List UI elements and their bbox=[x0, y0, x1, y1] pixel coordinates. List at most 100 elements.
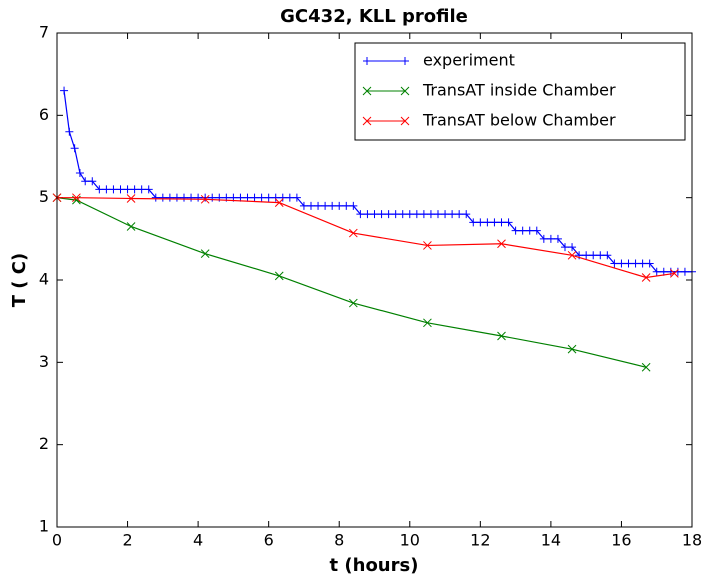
point-marker bbox=[638, 259, 647, 268]
x-tick-label: 14 bbox=[541, 531, 561, 550]
point-marker bbox=[434, 210, 442, 219]
point-marker bbox=[109, 185, 118, 194]
point-marker bbox=[72, 193, 81, 203]
x-tick-label: 6 bbox=[264, 531, 274, 550]
point-marker bbox=[363, 210, 372, 219]
legend-label: TransAT below Chamber bbox=[422, 111, 616, 130]
point-marker bbox=[194, 193, 203, 202]
point-marker bbox=[285, 193, 294, 202]
point-marker bbox=[377, 210, 386, 219]
point-marker bbox=[419, 210, 428, 219]
point-marker bbox=[201, 193, 210, 202]
legend-marker bbox=[362, 116, 372, 126]
point-marker bbox=[624, 259, 633, 268]
point-marker bbox=[490, 218, 499, 227]
point-marker bbox=[70, 144, 79, 153]
point-marker bbox=[645, 259, 654, 268]
point-marker bbox=[652, 267, 661, 276]
point-marker bbox=[200, 194, 210, 204]
legend-box bbox=[354, 42, 686, 141]
point-marker bbox=[567, 250, 577, 260]
point-marker bbox=[553, 234, 562, 243]
point-marker bbox=[670, 269, 679, 278]
point-marker bbox=[75, 168, 84, 177]
point-marker bbox=[641, 362, 651, 372]
point-marker bbox=[130, 185, 139, 194]
point-marker bbox=[342, 201, 351, 210]
point-marker bbox=[483, 218, 492, 227]
point-marker bbox=[307, 201, 315, 210]
point-marker bbox=[314, 201, 323, 210]
point-marker bbox=[370, 210, 379, 219]
point-marker bbox=[617, 259, 626, 268]
series-line bbox=[56, 197, 647, 368]
point-marker bbox=[278, 193, 287, 202]
point-marker bbox=[102, 185, 111, 194]
point-marker bbox=[321, 201, 330, 210]
point-marker bbox=[680, 267, 689, 276]
legend-marker bbox=[400, 116, 410, 126]
point-marker bbox=[673, 267, 682, 276]
x-tick-label: 0 bbox=[52, 531, 62, 550]
legend-marker bbox=[362, 86, 372, 96]
chart-title: GC432, KLL profile bbox=[280, 6, 468, 27]
point-marker bbox=[525, 226, 534, 235]
y-axis-label: T ( C) bbox=[9, 253, 30, 307]
point-marker bbox=[426, 210, 435, 219]
point-marker bbox=[65, 127, 74, 136]
point-marker bbox=[596, 251, 605, 260]
y-tick-label: 6 bbox=[39, 105, 49, 124]
point-marker bbox=[271, 193, 280, 202]
point-marker bbox=[200, 249, 210, 259]
point-marker bbox=[423, 241, 432, 250]
axes-frame bbox=[56, 32, 693, 528]
point-marker bbox=[518, 226, 527, 235]
point-marker bbox=[243, 193, 252, 202]
point-marker bbox=[476, 218, 485, 227]
legend-label: TransAT inside Chamber bbox=[422, 81, 616, 100]
point-marker bbox=[126, 222, 136, 231]
point-marker bbox=[158, 193, 167, 202]
point-marker bbox=[187, 193, 196, 202]
point-marker bbox=[144, 185, 153, 194]
point-marker bbox=[610, 259, 619, 268]
point-marker bbox=[335, 201, 344, 210]
point-marker bbox=[539, 234, 548, 243]
point-marker bbox=[448, 210, 457, 219]
y-tick-label: 3 bbox=[39, 352, 49, 371]
y-tick-label: 5 bbox=[39, 187, 49, 206]
y-tick-label: 4 bbox=[39, 270, 49, 289]
point-marker bbox=[412, 210, 421, 219]
point-marker bbox=[603, 251, 612, 260]
point-marker bbox=[462, 210, 471, 219]
legend-label: experiment bbox=[423, 51, 515, 70]
y-tick-label: 7 bbox=[39, 23, 49, 42]
point-marker bbox=[349, 201, 358, 210]
point-marker bbox=[561, 243, 569, 252]
point-marker bbox=[631, 259, 640, 268]
point-marker bbox=[299, 201, 308, 210]
x-tick-label: 8 bbox=[334, 531, 344, 550]
x-tick-label: 12 bbox=[470, 531, 490, 550]
point-marker bbox=[398, 210, 407, 219]
point-marker bbox=[88, 177, 97, 186]
point-marker bbox=[348, 228, 358, 238]
point-marker bbox=[441, 210, 450, 219]
point-marker bbox=[469, 218, 478, 227]
legend-marker bbox=[363, 57, 371, 65]
point-marker bbox=[511, 226, 520, 235]
point-marker bbox=[589, 251, 598, 260]
point-marker bbox=[208, 193, 217, 202]
point-marker bbox=[405, 210, 414, 219]
point-marker bbox=[497, 331, 506, 341]
point-marker bbox=[356, 210, 365, 219]
point-marker bbox=[95, 185, 104, 194]
point-marker bbox=[123, 185, 132, 194]
x-tick-label: 18 bbox=[682, 531, 702, 550]
point-marker bbox=[292, 193, 301, 202]
point-marker bbox=[264, 193, 273, 202]
point-marker bbox=[137, 185, 146, 194]
point-marker bbox=[546, 234, 555, 243]
point-marker bbox=[60, 86, 69, 95]
